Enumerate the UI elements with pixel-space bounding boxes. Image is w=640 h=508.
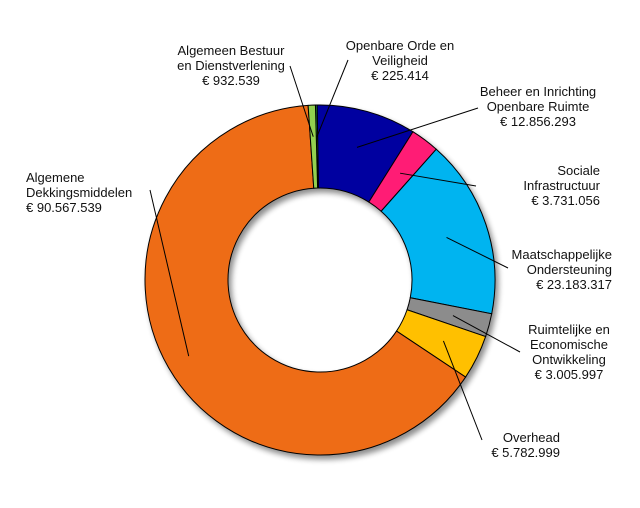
- leader-line: [452, 315, 521, 353]
- donut-slice: [144, 104, 467, 456]
- label-sociale-infrastructuur: Sociale Infrastructuur € 3.731.056: [470, 163, 600, 208]
- leader-line: [356, 107, 479, 148]
- label-value: € 5.782.999: [491, 445, 560, 460]
- label-algemeen-bestuur: Algemeen Bestuur en Dienstverlening € 93…: [156, 43, 306, 88]
- label-name-line: Ruimtelijke en: [528, 322, 610, 337]
- label-name-line: en Dienstverlening: [177, 58, 285, 73]
- label-name-line: Openbare Orde en: [345, 38, 455, 53]
- label-name-line: Algemeen Bestuur: [177, 43, 285, 58]
- label-name-line: Ontwikkeling: [532, 352, 606, 367]
- label-algemene-dekkingsmiddelen: Algemene Dekkingsmiddelen € 90.567.539: [26, 170, 156, 215]
- label-name-line: Algemene: [26, 170, 85, 185]
- label-name-line: Veiligheid: [372, 53, 428, 68]
- leader-line: [289, 65, 314, 137]
- label-openbare-orde: Openbare Orde en Veiligheid € 225.414: [345, 38, 455, 83]
- label-beheer-inrichting: Beheer en Inrichting Openbare Ruimte € 1…: [468, 84, 608, 129]
- label-value: € 932.539: [202, 73, 260, 88]
- label-name-line: Dekkingsmiddelen: [26, 185, 133, 200]
- donut-slice: [307, 104, 319, 189]
- label-name-line: Sociale: [557, 163, 600, 178]
- label-overhead: Overhead € 5.782.999: [462, 430, 560, 460]
- leader-line: [446, 236, 509, 269]
- label-name-line: Beheer en Inrichting: [479, 84, 597, 99]
- label-name-line: Openbare Ruimte: [486, 99, 590, 114]
- label-value: € 23.183.317: [536, 277, 612, 292]
- leader-line: [399, 172, 477, 187]
- label-value: € 90.567.539: [26, 200, 102, 215]
- label-maatschappelijke-ondersteuning: Maatschappelijke Ondersteuning € 23.183.…: [480, 247, 612, 292]
- label-value: € 3.005.997: [534, 367, 604, 382]
- label-value: € 3.731.056: [531, 193, 600, 208]
- label-name-line: Overhead: [502, 430, 560, 445]
- label-value: € 225.414: [371, 68, 429, 83]
- label-name-line: Infrastructuur: [523, 178, 600, 193]
- label-name-line: Maatschappelijke: [511, 247, 612, 262]
- leader-line: [442, 340, 483, 441]
- leader-line: [316, 59, 349, 137]
- label-value: € 12.856.293: [500, 114, 576, 129]
- label-name-line: Economische: [529, 337, 609, 352]
- donut-slice: [380, 148, 496, 315]
- label-name-line: Ondersteuning: [526, 262, 612, 277]
- label-ruimtelijke-economische: Ruimtelijke en Economische Ontwikkeling …: [514, 322, 624, 382]
- leader-line: [149, 189, 190, 357]
